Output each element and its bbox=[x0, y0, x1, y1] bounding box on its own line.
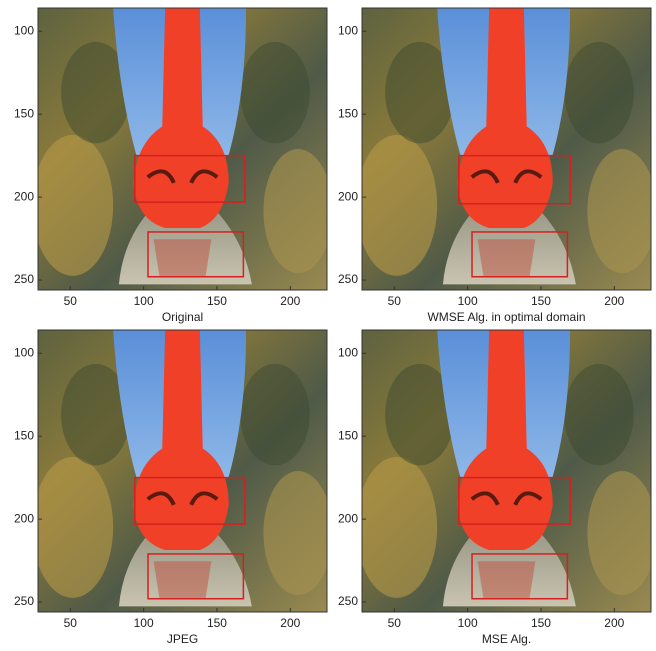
x-tick-label: 150 bbox=[531, 294, 551, 308]
x-tick-label: 50 bbox=[388, 294, 402, 308]
y-tick-label: 150 bbox=[338, 106, 358, 120]
panel: 50 100 150 200 100 150 200 250 JPEG bbox=[14, 330, 333, 646]
x-tick-label: 50 bbox=[388, 616, 402, 630]
y-tick-label: 100 bbox=[14, 345, 34, 359]
x-tick-label: 200 bbox=[280, 294, 300, 308]
y-tick-label: 250 bbox=[338, 272, 358, 286]
y-tick-label: 150 bbox=[338, 428, 358, 442]
y-tick-label: 200 bbox=[338, 189, 358, 203]
image bbox=[356, 330, 656, 612]
caption: WMSE Alg. in optimal domain bbox=[427, 310, 585, 324]
caption: MSE Alg. bbox=[482, 632, 531, 646]
x-tick-label: 200 bbox=[604, 616, 624, 630]
image bbox=[32, 8, 333, 290]
y-tick-label: 200 bbox=[14, 189, 34, 203]
x-tick-label: 100 bbox=[458, 616, 478, 630]
x-tick-label: 100 bbox=[458, 294, 478, 308]
panel: 50 100 150 200 100 150 200 250 MSE Alg. bbox=[338, 330, 656, 646]
y-tick-label: 100 bbox=[338, 345, 358, 359]
panel: 50 100 150 200 100 150 200 250 Original bbox=[14, 8, 333, 324]
y-tick-label: 150 bbox=[14, 106, 34, 120]
y-tick-label: 100 bbox=[338, 23, 358, 37]
figure: 50 100 150 200 100 150 200 250 Original 50 100 150 2… bbox=[0, 0, 656, 651]
x-tick-label: 200 bbox=[280, 616, 300, 630]
y-tick-label: 200 bbox=[338, 511, 358, 525]
caption: Original bbox=[162, 310, 203, 324]
y-tick-label: 200 bbox=[14, 511, 34, 525]
y-tick-label: 250 bbox=[14, 594, 34, 608]
x-tick-label: 50 bbox=[64, 294, 78, 308]
x-tick-label: 100 bbox=[134, 294, 154, 308]
image bbox=[32, 330, 333, 612]
x-tick-label: 100 bbox=[134, 616, 154, 630]
y-tick-label: 100 bbox=[14, 23, 34, 37]
x-tick-label: 50 bbox=[64, 616, 78, 630]
x-tick-label: 150 bbox=[531, 616, 551, 630]
x-tick-label: 200 bbox=[604, 294, 624, 308]
panel: 50 100 150 200 100 150 200 250 WMSE Alg. in opti… bbox=[338, 8, 656, 324]
y-tick-label: 150 bbox=[14, 428, 34, 442]
x-tick-label: 150 bbox=[207, 616, 227, 630]
y-tick-label: 250 bbox=[14, 272, 34, 286]
y-tick-label: 250 bbox=[338, 594, 358, 608]
panels: 50 100 150 200 100 150 200 250 Original 50 100 150 2… bbox=[14, 8, 656, 646]
image bbox=[356, 8, 656, 290]
x-tick-label: 150 bbox=[207, 294, 227, 308]
caption: JPEG bbox=[167, 632, 198, 646]
